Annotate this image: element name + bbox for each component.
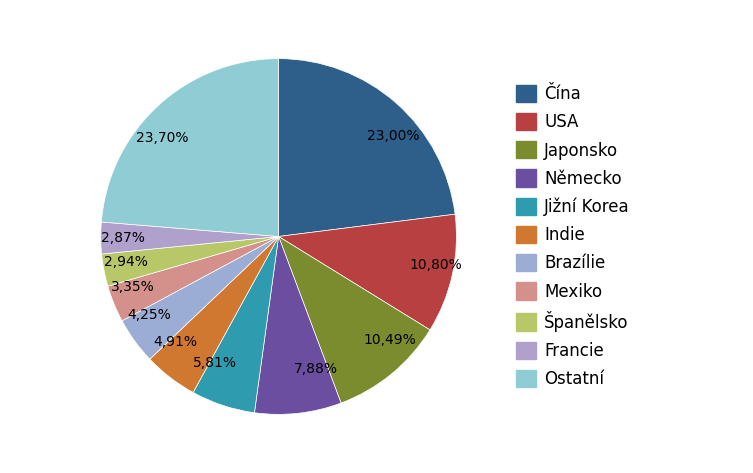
Wedge shape — [101, 222, 279, 254]
Text: 5,81%: 5,81% — [193, 356, 236, 370]
Wedge shape — [108, 236, 279, 321]
Text: 2,94%: 2,94% — [104, 255, 148, 269]
Text: 23,00%: 23,00% — [367, 130, 419, 143]
Wedge shape — [150, 236, 279, 393]
Wedge shape — [279, 214, 456, 330]
Text: 2,87%: 2,87% — [102, 231, 145, 245]
Text: 4,25%: 4,25% — [127, 308, 171, 322]
Text: 7,88%: 7,88% — [294, 362, 337, 376]
Text: 23,70%: 23,70% — [136, 131, 188, 145]
Wedge shape — [279, 236, 430, 403]
Wedge shape — [279, 59, 455, 236]
Legend: Čína, USA, Japonsko, Německo, Jižní Korea, Indie, Brazílie, Mexiko, Španělsko, F: Čína, USA, Japonsko, Německo, Jižní Kore… — [509, 79, 636, 394]
Wedge shape — [102, 59, 279, 236]
Wedge shape — [122, 236, 279, 359]
Text: 3,35%: 3,35% — [111, 280, 155, 294]
Wedge shape — [255, 236, 341, 414]
Text: 10,49%: 10,49% — [364, 333, 416, 347]
Text: 4,91%: 4,91% — [154, 335, 197, 349]
Wedge shape — [193, 236, 279, 413]
Text: 10,80%: 10,80% — [409, 258, 462, 272]
Wedge shape — [102, 236, 279, 286]
